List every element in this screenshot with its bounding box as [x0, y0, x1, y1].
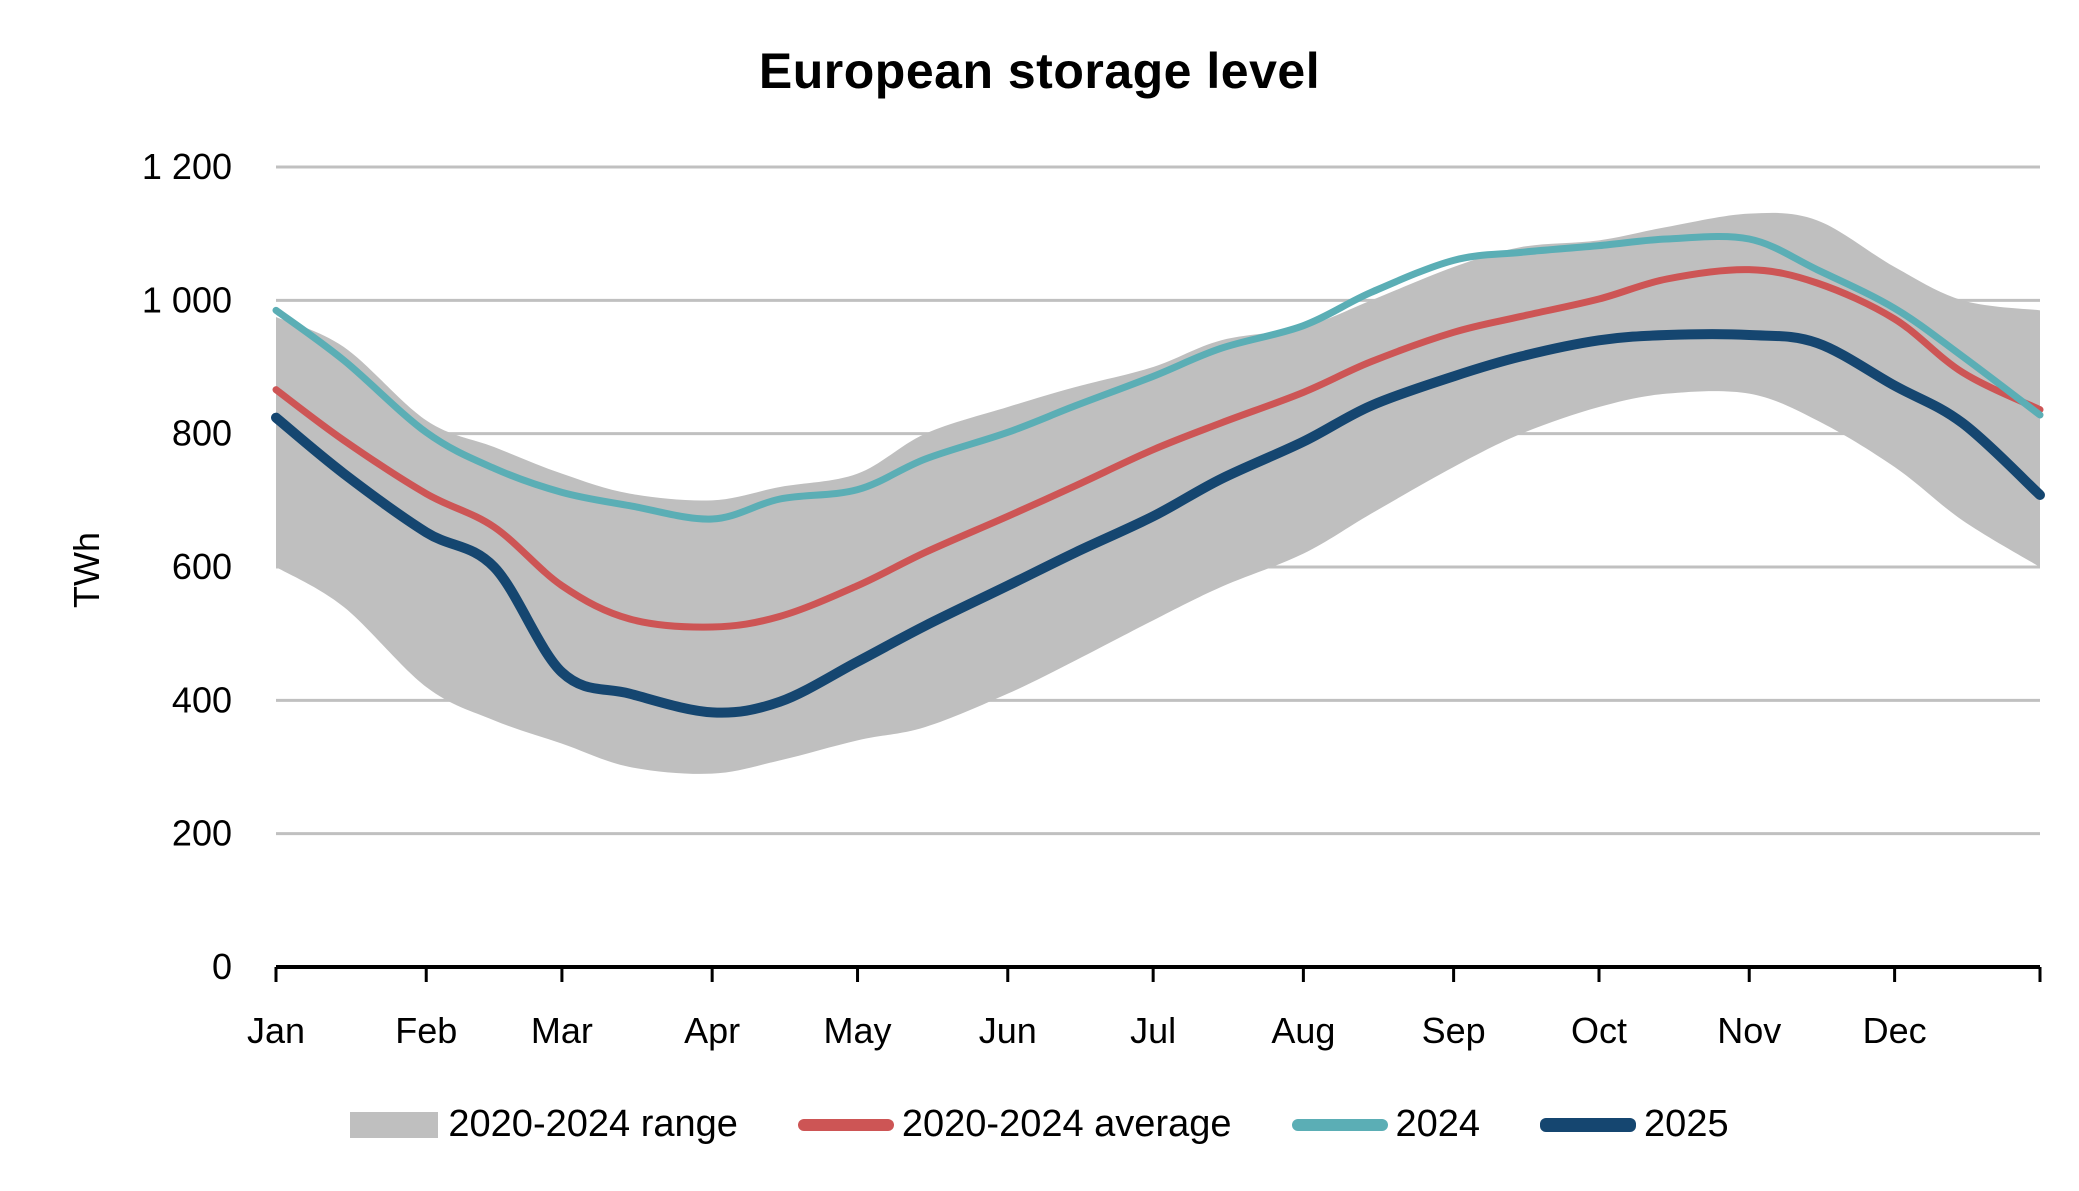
x-tick-label: Nov	[1717, 1010, 1781, 1051]
y-tick-label: 400	[172, 679, 232, 720]
axes: 0 200 400 600 800 1 000 1 200 Jan Feb Mar Apr May Ju…	[142, 146, 2042, 1051]
legend-item-2024: 2024	[1291, 1103, 1481, 1146]
legend-swatch-2025	[1540, 1117, 1637, 1132]
y-tick-label: 800	[172, 413, 232, 454]
series-line-2020-2024-average	[272, 266, 2044, 631]
legend-swatch-average	[797, 1118, 894, 1131]
x-tick-label: Apr	[684, 1010, 740, 1051]
x-tick-label: Dec	[1863, 1010, 1927, 1051]
x-tick-label: Jul	[1130, 1010, 1176, 1051]
legend-swatch-range	[350, 1111, 439, 1138]
legend-item-2025: 2025	[1540, 1103, 1729, 1146]
series-lines	[271, 232, 2045, 718]
x-tick-label: Oct	[1571, 1010, 1627, 1051]
range-band-layer	[276, 212, 2040, 774]
legend-label: 2020-2024 average	[901, 1103, 1232, 1145]
series-line-2024	[272, 232, 2044, 523]
legend-swatch-2024	[1291, 1118, 1388, 1131]
y-tick-label: 600	[172, 546, 232, 587]
y-tick-label: 1 000	[142, 279, 232, 320]
x-tick-label: Mar	[531, 1010, 593, 1051]
legend: 2020-2024 range 2020-2024 average 2024 2…	[0, 1103, 2079, 1146]
legend-label: 2025	[1644, 1103, 1729, 1145]
series-line-2025	[271, 329, 2045, 718]
x-tick-label: Feb	[395, 1010, 457, 1051]
legend-item-average: 2020-2024 average	[797, 1103, 1232, 1146]
chart-title: European storage level	[758, 43, 1321, 99]
x-tick-label: Aug	[1271, 1010, 1335, 1051]
y-tick-label: 0	[212, 946, 232, 987]
range-band	[276, 212, 2040, 774]
x-tick-label: May	[824, 1010, 892, 1051]
x-tick-label: Jan	[247, 1010, 305, 1051]
y-tick-label: 200	[172, 813, 232, 854]
legend-label: 2020-2024 range	[448, 1103, 738, 1145]
x-tick-label: Sep	[1422, 1010, 1486, 1051]
legend-label: 2024	[1395, 1103, 1481, 1145]
x-tick-label: Jun	[979, 1010, 1037, 1051]
y-tick-label: 1 200	[142, 146, 232, 187]
y-axis-title: TWh	[66, 532, 107, 608]
legend-item-range: 2020-2024 range	[350, 1103, 738, 1146]
